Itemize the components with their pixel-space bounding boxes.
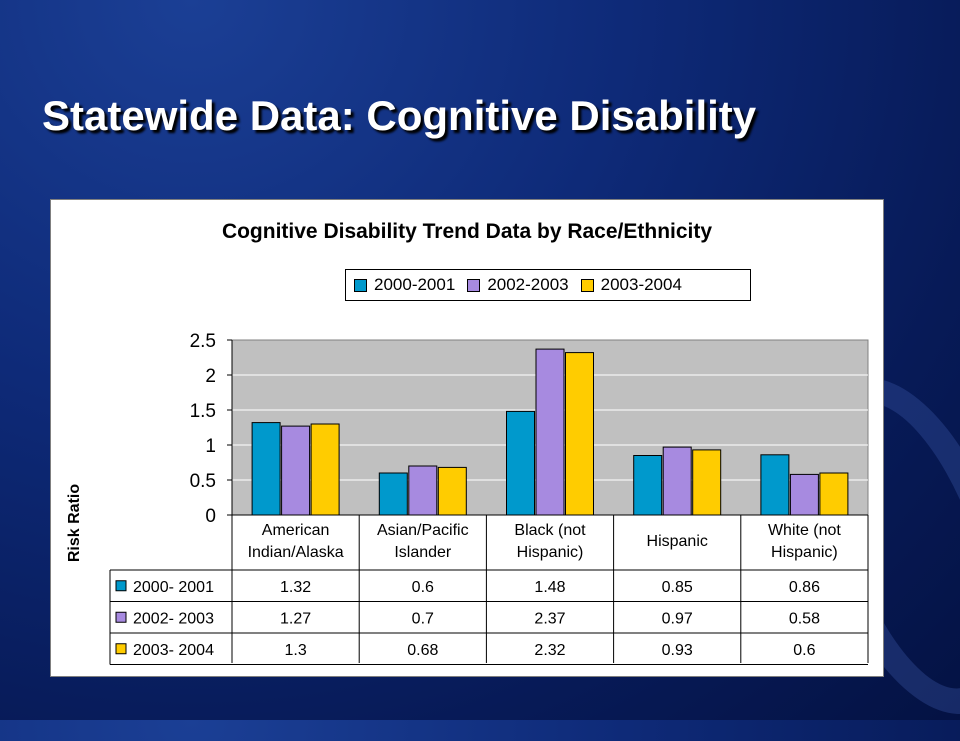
bar (408, 465, 438, 516)
data-label: 1.27 (280, 610, 311, 627)
bar (281, 425, 311, 516)
legend-label: 2000-2001 (374, 275, 456, 294)
data-label: 0.93 (662, 642, 693, 659)
legend-item: 2002-2003 (467, 275, 569, 295)
series-label: 2002- 2003 (133, 610, 214, 627)
category-label: Hispanic) (771, 544, 838, 561)
category-label: Asian/Pacific (377, 522, 469, 539)
bar (310, 423, 340, 516)
y-tick-label: 1 (205, 436, 216, 457)
y-tick-label: 2.5 (190, 331, 216, 352)
bar (692, 449, 722, 516)
series-label: 2000- 2001 (133, 579, 214, 596)
bar (819, 472, 849, 516)
legend-swatch (354, 278, 367, 292)
data-label: 0.97 (662, 610, 693, 627)
legend-label: 2002-2003 (487, 275, 569, 294)
chart-plot: 0 0.5 1 1.5 2 2.5 American Indian/Alaska Asian/P… (109, 331, 869, 665)
bar (535, 348, 565, 516)
data-label: 0.6 (793, 642, 815, 659)
bar (662, 446, 692, 516)
y-tick-label: 2 (205, 366, 216, 387)
data-label: 0.7 (412, 610, 434, 627)
bar (437, 466, 467, 516)
legend-label: 2003-2004 (600, 275, 682, 294)
bar (378, 472, 408, 516)
data-label: 0.86 (789, 579, 820, 596)
chart-title: Cognitive Disability Trend Data by Race/… (221, 220, 713, 243)
category-label: Hispanic) (517, 544, 584, 561)
bar (251, 422, 281, 516)
bar (789, 473, 819, 516)
y-tick-label: 1.5 (190, 401, 216, 422)
table-swatch (115, 580, 127, 592)
y-tick-label: 0.5 (190, 471, 216, 492)
category-label: American (262, 522, 330, 539)
bar (760, 454, 790, 516)
data-label: 0.58 (789, 610, 820, 627)
slide-title: Statewide Data: Cognitive Disability (42, 92, 757, 139)
legend-swatch (467, 278, 481, 292)
table-swatch (115, 643, 127, 655)
bar (506, 410, 535, 516)
y-tick-label: 0 (205, 506, 216, 527)
legend-item: 2003-2004 (580, 275, 682, 295)
category-label: Black (not (514, 522, 586, 539)
data-label: 1.32 (280, 579, 311, 596)
category-label: Islander (394, 544, 452, 561)
data-label: 0.6 (412, 579, 434, 596)
legend-swatch (580, 278, 594, 292)
data-label: 1.48 (534, 579, 565, 596)
data-label: 2.37 (534, 610, 565, 627)
table-swatch (115, 611, 127, 623)
category-label: Indian/Alaska (248, 544, 344, 561)
bar (565, 352, 594, 516)
series-label: 2003- 2004 (133, 642, 214, 659)
data-label: 1.3 (284, 642, 306, 659)
legend: 2000-2001 2002-2003 2003-2004 (345, 269, 751, 301)
category-label: White (not (768, 522, 841, 539)
legend-item: 2000-2001 (354, 275, 455, 295)
data-label: 2.32 (534, 642, 565, 659)
bar (633, 455, 663, 516)
data-label: 0.85 (662, 579, 693, 596)
category-label: Hispanic (647, 533, 708, 550)
data-label: 0.68 (407, 642, 438, 659)
